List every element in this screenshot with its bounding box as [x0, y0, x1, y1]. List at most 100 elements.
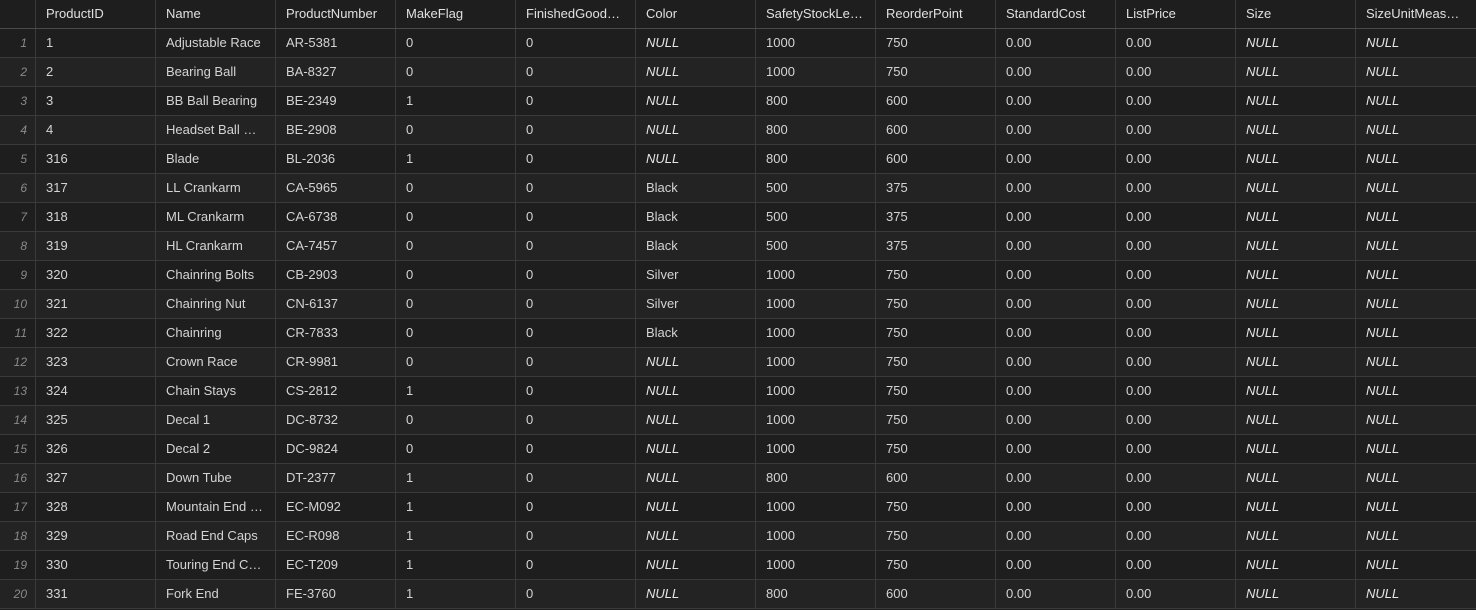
table-cell[interactable]: 326 [36, 435, 156, 463]
table-cell[interactable]: Silver [636, 290, 756, 318]
table-cell[interactable]: 0 [396, 203, 516, 231]
table-cell[interactable]: NULL [1366, 238, 1400, 253]
table-cell[interactable]: 1000 [756, 58, 876, 86]
table-cell[interactable]: 0.00 [1116, 464, 1236, 492]
table-cell[interactable]: 0 [516, 406, 636, 434]
table-cell[interactable]: 0 [516, 435, 636, 463]
table-cell[interactable]: 0.00 [996, 145, 1116, 173]
table-cell[interactable]: 0 [516, 290, 636, 318]
table-cell[interactable]: NULL [1366, 64, 1400, 79]
table-cell[interactable]: CA-5965 [276, 174, 396, 202]
column-header[interactable]: SizeUnitMeas… [1366, 6, 1460, 21]
table-cell[interactable]: 318 [36, 203, 156, 231]
table-row[interactable]: 18 329 Road End Caps EC-R098 1 0 NULL 1000 750 0.… [0, 522, 1476, 551]
table-cell[interactable]: 331 [36, 580, 156, 608]
table-cell[interactable]: NULL [1236, 116, 1356, 144]
table-cell[interactable]: 1000 [756, 406, 876, 434]
table-cell[interactable]: 0.00 [996, 493, 1116, 521]
table-cell[interactable]: 750 [876, 348, 996, 376]
table-cell[interactable]: 0 [516, 261, 636, 289]
table-cell[interactable]: 1000 [756, 261, 876, 289]
table-cell[interactable]: 330 [36, 551, 156, 579]
table-cell[interactable]: NULL [636, 29, 756, 57]
table-cell[interactable]: NULL [636, 435, 756, 463]
table-cell[interactable]: NULL [1236, 232, 1356, 260]
table-cell[interactable]: 322 [36, 319, 156, 347]
table-cell[interactable]: NULL [1366, 180, 1400, 195]
table-cell[interactable]: AR-5381 [276, 29, 396, 57]
table-cell[interactable]: Down Tube [156, 464, 276, 492]
table-cell[interactable]: EC-M092 [276, 493, 396, 521]
table-cell[interactable]: NULL [1236, 580, 1356, 608]
table-cell[interactable]: 0.00 [1116, 290, 1236, 318]
table-cell[interactable]: 0.00 [996, 58, 1116, 86]
column-header[interactable]: FinishedGood… [516, 0, 636, 28]
table-cell[interactable]: CR-9981 [276, 348, 396, 376]
table-cell[interactable]: 600 [876, 87, 996, 115]
table-cell[interactable]: 1 [396, 551, 516, 579]
table-cell[interactable]: NULL [1366, 35, 1400, 50]
table-cell[interactable]: 0 [396, 435, 516, 463]
table-cell[interactable]: 0.00 [996, 203, 1116, 231]
table-cell[interactable]: 0.00 [1116, 493, 1236, 521]
table-cell[interactable]: Crown Race [156, 348, 276, 376]
table-cell[interactable]: 0.00 [996, 116, 1116, 144]
table-cell[interactable]: NULL [1236, 377, 1356, 405]
table-cell[interactable]: LL Crankarm [156, 174, 276, 202]
table-cell[interactable]: 0 [396, 261, 516, 289]
table-cell[interactable]: 0.00 [996, 261, 1116, 289]
table-cell[interactable]: 1000 [756, 319, 876, 347]
table-cell[interactable]: 800 [756, 116, 876, 144]
table-cell[interactable]: NULL [1236, 145, 1356, 173]
table-cell[interactable]: 0 [396, 29, 516, 57]
table-cell[interactable]: 0 [516, 580, 636, 608]
table-cell[interactable]: 375 [876, 203, 996, 231]
table-cell[interactable]: CA-6738 [276, 203, 396, 231]
table-row[interactable]: 9 320 Chainring Bolts CB-2903 0 0 Silver 1000 75… [0, 261, 1476, 290]
table-cell[interactable]: 328 [36, 493, 156, 521]
table-cell[interactable]: 750 [876, 435, 996, 463]
table-cell[interactable]: 0.00 [996, 232, 1116, 260]
table-cell[interactable]: 0 [516, 493, 636, 521]
table-cell[interactable]: NULL [1366, 296, 1400, 311]
column-header[interactable]: Size [1236, 0, 1356, 28]
column-header[interactable]: MakeFlag [396, 0, 516, 28]
table-cell[interactable]: 323 [36, 348, 156, 376]
table-cell[interactable]: 0.00 [996, 319, 1116, 347]
table-cell[interactable]: CR-7833 [276, 319, 396, 347]
table-cell[interactable]: 3 [36, 87, 156, 115]
table-cell[interactable]: 0 [516, 87, 636, 115]
table-cell[interactable]: NULL [636, 377, 756, 405]
column-header[interactable]: Name [156, 0, 276, 28]
table-cell[interactable]: 0.00 [996, 87, 1116, 115]
table-cell[interactable]: 0.00 [1116, 174, 1236, 202]
table-cell[interactable]: 750 [876, 493, 996, 521]
table-cell[interactable]: 316 [36, 145, 156, 173]
table-cell[interactable]: NULL [1366, 151, 1400, 166]
table-cell[interactable]: NULL [1236, 29, 1356, 57]
table-cell[interactable]: 375 [876, 174, 996, 202]
table-cell[interactable]: NULL [1236, 522, 1356, 550]
table-cell[interactable]: 800 [756, 464, 876, 492]
table-cell[interactable]: 0 [396, 58, 516, 86]
table-cell[interactable]: 0.00 [996, 377, 1116, 405]
table-cell[interactable]: 329 [36, 522, 156, 550]
table-cell[interactable]: 1000 [756, 348, 876, 376]
table-cell[interactable]: BA-8327 [276, 58, 396, 86]
table-cell[interactable]: Black [636, 203, 756, 231]
table-cell[interactable]: BL-2036 [276, 145, 396, 173]
table-cell[interactable]: 0.00 [996, 290, 1116, 318]
table-cell[interactable]: 0 [516, 116, 636, 144]
table-cell[interactable]: Headset Ball … [156, 116, 276, 144]
table-cell[interactable]: NULL [1366, 93, 1400, 108]
table-cell[interactable]: 0.00 [1116, 261, 1236, 289]
table-cell[interactable]: Fork End [156, 580, 276, 608]
table-cell[interactable]: 600 [876, 464, 996, 492]
table-row[interactable]: 15 326 Decal 2 DC-9824 0 0 NULL 1000 750 0.00 0.00… [0, 435, 1476, 464]
table-row[interactable]: 14 325 Decal 1 DC-8732 0 0 NULL 1000 750 0.00 0.00… [0, 406, 1476, 435]
table-cell[interactable]: 0.00 [1116, 551, 1236, 579]
table-cell[interactable]: NULL [1236, 406, 1356, 434]
table-cell[interactable]: 0.00 [1116, 435, 1236, 463]
table-cell[interactable]: 0 [516, 174, 636, 202]
table-cell[interactable]: 0.00 [1116, 348, 1236, 376]
